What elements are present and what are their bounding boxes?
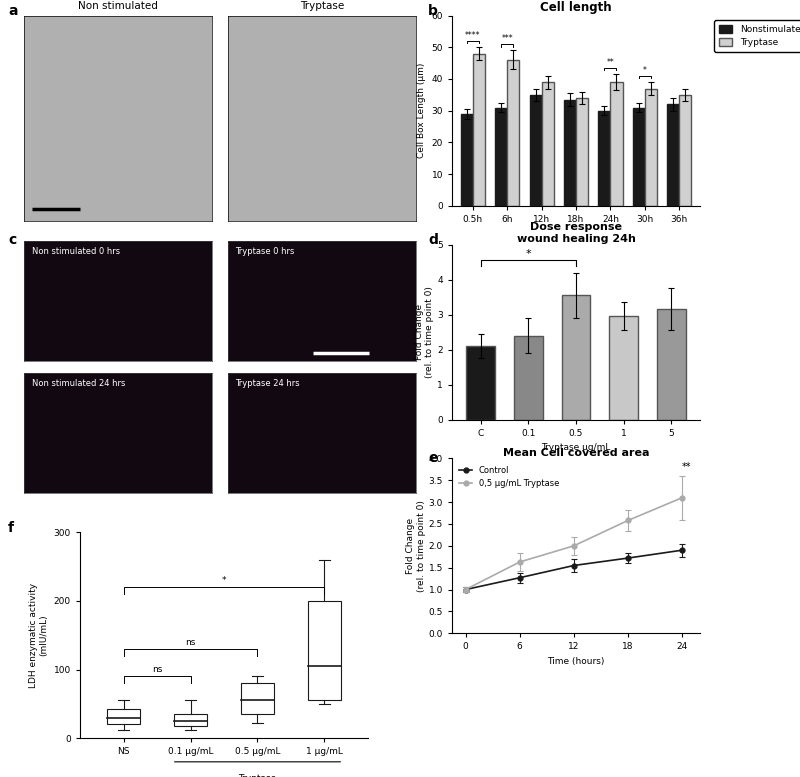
- Text: e: e: [428, 451, 438, 465]
- 0,5 μg/mL Tryptase: [623, 516, 633, 525]
- Text: Tryptase: Tryptase: [238, 774, 277, 777]
- 0,5 μg/mL Tryptase: [569, 541, 578, 550]
- Text: a: a: [8, 4, 18, 18]
- Text: **: **: [682, 462, 691, 472]
- Text: Non stimulated: Non stimulated: [78, 2, 158, 12]
- Text: b: b: [428, 4, 438, 18]
- Bar: [514, 336, 542, 420]
- 0,5 μg/mL Tryptase: [677, 493, 686, 503]
- Bar: [542, 82, 554, 206]
- Bar: [633, 107, 645, 206]
- Y-axis label: Fold Change
(rel. to time point 0): Fold Change (rel. to time point 0): [406, 500, 426, 592]
- Bar: [507, 60, 519, 206]
- Bar: [473, 54, 485, 206]
- Text: Non stimulated 0 hrs: Non stimulated 0 hrs: [31, 247, 120, 256]
- Bar: [657, 309, 686, 420]
- Text: ns: ns: [186, 638, 196, 647]
- FancyBboxPatch shape: [308, 601, 342, 700]
- Control: [569, 561, 578, 570]
- Text: c: c: [8, 233, 16, 247]
- Text: ***: ***: [502, 34, 513, 44]
- Text: Non stimulated 24 hrs: Non stimulated 24 hrs: [31, 379, 125, 388]
- Line: Control: Control: [463, 548, 684, 592]
- Bar: [562, 295, 590, 420]
- Legend: Nonstimulated, Tryptase: Nonstimulated, Tryptase: [714, 20, 800, 52]
- X-axis label: Time (hours): Time (hours): [547, 657, 605, 666]
- Y-axis label: Cell Box Length (μm): Cell Box Length (μm): [417, 63, 426, 159]
- X-axis label: Tryptase μg/mL: Tryptase μg/mL: [542, 443, 610, 452]
- Text: **: **: [606, 58, 614, 68]
- Y-axis label: Fold Change
(rel. to time point 0): Fold Change (rel. to time point 0): [415, 286, 434, 378]
- Bar: [645, 89, 657, 206]
- Text: Tryptase: Tryptase: [300, 2, 344, 12]
- Bar: [667, 104, 679, 206]
- Bar: [466, 347, 495, 420]
- Text: Tryptase 0 hrs: Tryptase 0 hrs: [235, 247, 295, 256]
- Bar: [564, 99, 576, 206]
- FancyBboxPatch shape: [174, 714, 207, 726]
- Bar: [598, 110, 610, 206]
- Control: [623, 553, 633, 563]
- Text: d: d: [428, 233, 438, 247]
- Control: [461, 585, 470, 594]
- Bar: [461, 114, 473, 206]
- 0,5 μg/mL Tryptase: [515, 557, 525, 566]
- Text: *: *: [643, 66, 647, 75]
- Text: f: f: [8, 521, 14, 535]
- Bar: [679, 95, 691, 206]
- Y-axis label: LDH enzymatic activity
(mIU/mL): LDH enzymatic activity (mIU/mL): [29, 583, 48, 688]
- Title: Mean Cell covered area: Mean Cell covered area: [502, 448, 650, 458]
- Control: [515, 573, 525, 583]
- Bar: [610, 82, 622, 206]
- Text: ****: ****: [465, 31, 481, 40]
- Line: 0,5 μg/mL Tryptase: 0,5 μg/mL Tryptase: [463, 495, 684, 592]
- Bar: [495, 107, 507, 206]
- Title: Dose response
wound healing 24h: Dose response wound healing 24h: [517, 222, 635, 244]
- Bar: [610, 316, 638, 420]
- Bar: [576, 98, 588, 206]
- Text: Tryptase 24 hrs: Tryptase 24 hrs: [235, 379, 300, 388]
- 0,5 μg/mL Tryptase: [461, 585, 470, 594]
- Text: *: *: [222, 576, 226, 585]
- Text: ns: ns: [152, 665, 162, 674]
- Title: Cell length: Cell length: [540, 2, 612, 14]
- Text: *: *: [526, 249, 531, 259]
- Control: [677, 545, 686, 555]
- Bar: [530, 95, 542, 206]
- FancyBboxPatch shape: [106, 709, 140, 724]
- FancyBboxPatch shape: [241, 683, 274, 714]
- Legend: Control, 0,5 μg/mL Tryptase: Control, 0,5 μg/mL Tryptase: [456, 462, 562, 491]
